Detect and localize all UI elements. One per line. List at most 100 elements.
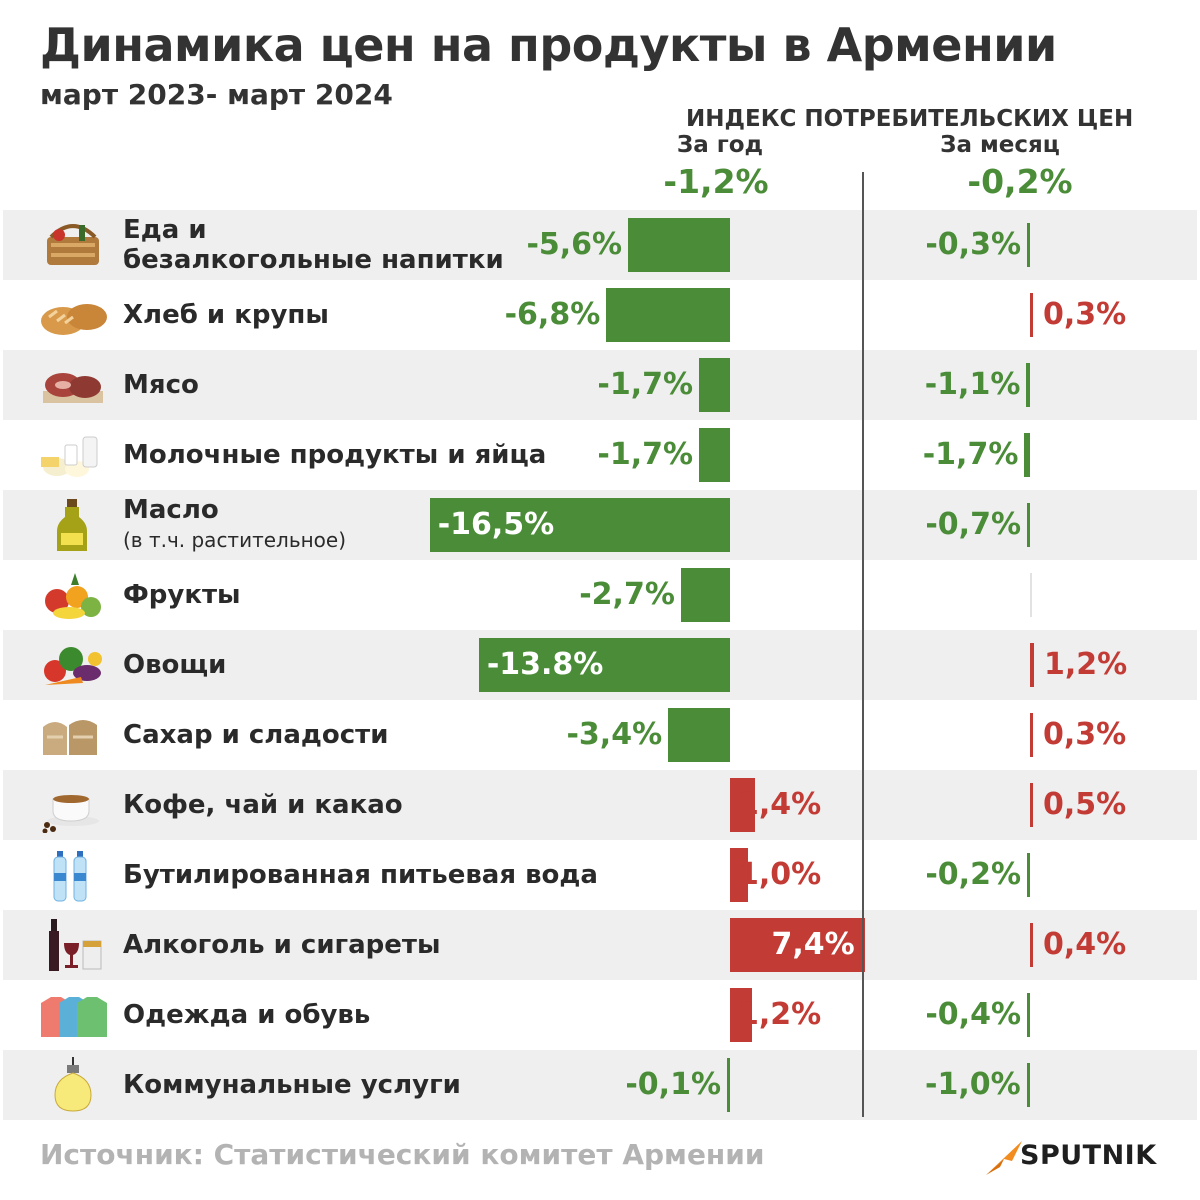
month-bar: [1030, 713, 1033, 757]
year-bar: [429, 498, 730, 552]
year-value-label: 7,4%: [771, 927, 855, 962]
category-label: Молочные продукты и яйца: [123, 440, 547, 470]
year-value-label: 1,4%: [738, 787, 822, 822]
category-label: Еда и: [123, 215, 207, 245]
chart-title: Динамика цен на продукты в Армении: [40, 18, 1057, 72]
category-label: Сахар и сладости: [123, 720, 389, 750]
month-value-label: 0,5%: [1043, 787, 1127, 822]
year-bar: [628, 218, 730, 272]
source-note: Источник: Статистический комитет Армении: [40, 1138, 765, 1171]
year-value-label: -16,5%: [437, 507, 555, 542]
sputnik-logo-icon: [986, 1141, 1022, 1175]
chart-row: Одежда и обувь 1,2% -0,4%: [3, 980, 1197, 1050]
year-bar: [730, 848, 749, 902]
category-label: Бутилированная питьевая вода: [123, 860, 598, 890]
month-bar: [1024, 433, 1030, 477]
month-value-label: -1,1%: [924, 367, 1021, 402]
month-value-label: -0,3%: [925, 227, 1021, 262]
year-bar: [727, 1058, 730, 1112]
month-bar: [1027, 853, 1030, 897]
year-value-label: -1,7%: [597, 437, 694, 472]
month-bar: [1027, 223, 1030, 267]
month-value-label: 0,4%: [1043, 927, 1127, 962]
month-bar: [1026, 1063, 1030, 1107]
sugar-sacks-icon: [43, 720, 97, 755]
category-label: Хлеб и крупы: [123, 300, 329, 330]
meat-icon: [43, 373, 103, 403]
chart-row: Сахар и сладости -3,4% 0,3%: [3, 700, 1197, 770]
sputnik-logo-text: SPUTNIK: [1020, 1140, 1157, 1171]
category-label: Фрукты: [123, 580, 241, 610]
year-value-label: -6,8%: [504, 297, 601, 332]
light-bulb-icon: [54, 1057, 92, 1112]
chart-row: Овощи -13.8% 1,2%: [3, 630, 1197, 700]
year-value-label: -2,7%: [579, 577, 675, 612]
year-value-label: -13.8%: [486, 647, 604, 682]
year-value-label: -3,4%: [566, 717, 663, 752]
month-bar: [1030, 783, 1033, 827]
month-bar: [1027, 503, 1030, 547]
year-bar: [680, 568, 730, 622]
month-value-label: 0,3%: [1043, 297, 1127, 332]
month-value-label: -0,7%: [925, 507, 1021, 542]
year-bar: [730, 778, 756, 832]
shirts-icon: [41, 997, 107, 1037]
month-bar: [1027, 993, 1030, 1037]
year-bar: [606, 288, 730, 342]
fruits-icon: [45, 573, 101, 619]
year-value-label: 1,2%: [738, 997, 822, 1032]
year-bar: [699, 358, 730, 412]
coffee-cup-icon: [42, 795, 99, 833]
picnic-basket-icon: [47, 224, 99, 265]
month-value-label: -1,0%: [925, 1067, 1021, 1102]
year-bar: [699, 428, 730, 482]
chart-row: Мясо -1,7% -1,1%: [3, 350, 1197, 420]
cpi-heading: ИНДЕКС ПОТРЕБИТЕЛЬСКИХ ЦЕН: [686, 106, 1134, 132]
chart-row: Кофе, чай и какао 1,4% 0,5%: [3, 770, 1197, 840]
category-label: Одежда и обувь: [123, 1000, 371, 1030]
year-bar: [478, 638, 730, 692]
chart-row: Хлеб и крупы -6,8% 0,3%: [3, 280, 1197, 350]
month-value-label: -1,7%: [922, 437, 1019, 472]
chart-subtitle: март 2023- март 2024: [40, 78, 393, 111]
wine-cigarettes-icon: [49, 919, 102, 971]
water-bottles-icon: [53, 851, 87, 902]
column-divider: [862, 172, 864, 1117]
year-bar: [730, 918, 865, 972]
year-bar: [730, 988, 752, 1042]
category-label: Масло: [123, 495, 219, 525]
category-label: Мясо: [123, 370, 199, 400]
month-value-label: 0,3%: [1043, 717, 1127, 752]
total-month-value: -0,2%: [967, 162, 1073, 201]
chart-row: Коммунальные услуги -0,1% -1,0%: [3, 1050, 1197, 1120]
column-header-month: За месяц: [940, 132, 1060, 158]
year-value-label: -1,7%: [597, 367, 694, 402]
chart-row: Фрукты -2,7%: [3, 560, 1197, 630]
month-bar: [1026, 363, 1030, 407]
year-value-label: -0,1%: [625, 1067, 721, 1102]
chart-row: Бутилированная питьевая вода 1,0% -0,2%: [3, 840, 1197, 910]
category-sublabel: (в т.ч. растительное): [123, 528, 347, 552]
dairy-eggs-icon: [41, 436, 98, 477]
month-value-label: -0,2%: [925, 857, 1021, 892]
chart-row: Алкоголь и сигареты 7,4% 0,4%: [3, 910, 1197, 980]
month-bar: [1030, 573, 1032, 617]
total-year-value: -1,2%: [663, 162, 769, 201]
year-value-label: -5,6%: [526, 227, 623, 262]
bread-icon: [41, 304, 107, 335]
chart-row: Молочные продукты и яйца -1,7% -1,7%: [3, 420, 1197, 490]
chart-row: Еда и безалкогольные напитки -5,6% -0,3%: [3, 210, 1197, 280]
month-bar: [1030, 923, 1033, 967]
category-label: Кофе, чай и какао: [123, 790, 403, 820]
month-value-label: 1,2%: [1043, 647, 1128, 682]
oil-bottle-icon: [57, 499, 87, 551]
category-label-line2: безалкогольные напитки: [123, 245, 504, 275]
year-value-label: 1,0%: [738, 857, 822, 892]
year-bar: [668, 708, 730, 762]
column-header-year: За год: [676, 132, 764, 158]
chart-row: Масло (в т.ч. растительное) -16,5% -0,7%: [3, 490, 1197, 560]
month-bar: [1030, 293, 1033, 337]
month-bar: [1030, 643, 1034, 687]
vegetables-icon: [44, 647, 102, 685]
